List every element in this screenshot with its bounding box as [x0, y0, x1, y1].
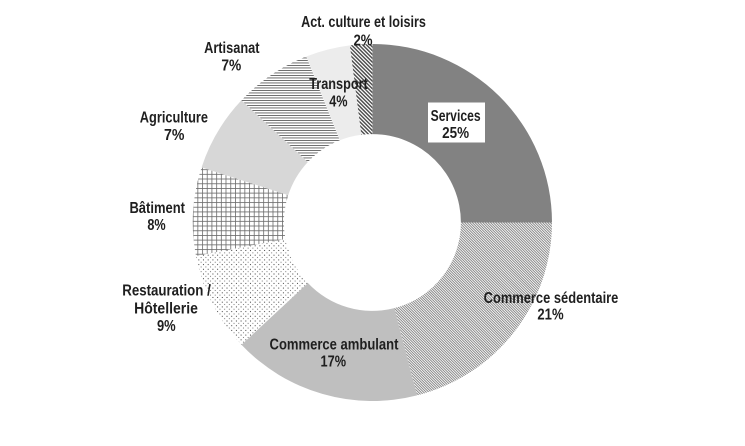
svg-text:8%: 8%: [147, 217, 165, 234]
svg-text:4%: 4%: [329, 94, 347, 111]
svg-text:Services: Services: [431, 108, 481, 125]
svg-text:7%: 7%: [221, 57, 241, 74]
svg-text:2%: 2%: [353, 32, 372, 49]
svg-text:17%: 17%: [321, 354, 347, 371]
svg-text:21%: 21%: [537, 307, 563, 324]
svg-text:Agriculture: Agriculture: [140, 110, 208, 127]
svg-text:Commerce ambulant: Commerce ambulant: [270, 336, 399, 353]
svg-text:Transport: Transport: [309, 76, 368, 93]
svg-text:Restauration /: Restauration /: [122, 283, 211, 300]
svg-text:Artisanat: Artisanat: [204, 40, 260, 57]
svg-text:Bâtiment: Bâtiment: [129, 200, 185, 217]
svg-text:7%: 7%: [164, 127, 184, 144]
svg-text:Commerce sédentaire: Commerce sédentaire: [484, 290, 619, 307]
svg-text:Act. culture et loisirs: Act. culture et loisirs: [301, 14, 426, 31]
svg-text:Hôtellerie: Hôtellerie: [134, 300, 198, 317]
svg-text:25%: 25%: [442, 125, 469, 142]
svg-text:9%: 9%: [157, 318, 176, 335]
